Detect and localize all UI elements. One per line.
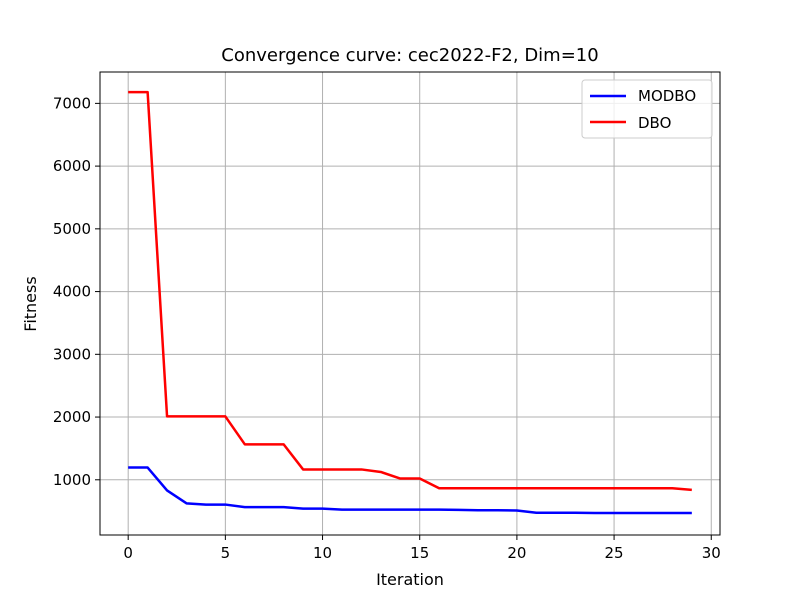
x-tick-label: 20 (507, 544, 526, 562)
legend-label-modbo: MODBO (638, 87, 696, 105)
legend: MODBO DBO (581, 79, 713, 139)
y-tick-label: 2000 (53, 408, 91, 426)
x-tick-label: 30 (702, 544, 721, 562)
y-tick-label: 1000 (53, 471, 91, 489)
chart-title: Convergence curve: cec2022-F2, Dim=10 (221, 45, 598, 66)
x-axis-label: Iteration (376, 570, 444, 589)
axis-ticks: 0 5 10 15 20 25 30 1000 2000 3000 4000 5000 6000 7000 (53, 94, 721, 562)
series-line-modbo (128, 466, 692, 515)
data-series (128, 90, 692, 515)
x-tick-label: 10 (313, 544, 332, 562)
plot-frame (99, 71, 721, 536)
x-tick-label: 5 (221, 544, 231, 562)
series-line-dbo (128, 90, 692, 492)
legend-label-dbo: DBO (638, 114, 671, 132)
x-tick-label: 0 (123, 544, 133, 562)
y-tick-label: 7000 (53, 94, 91, 112)
x-tick-label: 15 (410, 544, 429, 562)
legend-box (581, 79, 713, 139)
y-tick-label: 4000 (53, 283, 91, 301)
y-axis-label: Fitness (21, 276, 40, 331)
y-tick-label: 5000 (53, 220, 91, 238)
y-tick-label: 6000 (53, 157, 91, 175)
x-tick-label: 25 (605, 544, 624, 562)
y-tick-label: 3000 (53, 345, 91, 363)
